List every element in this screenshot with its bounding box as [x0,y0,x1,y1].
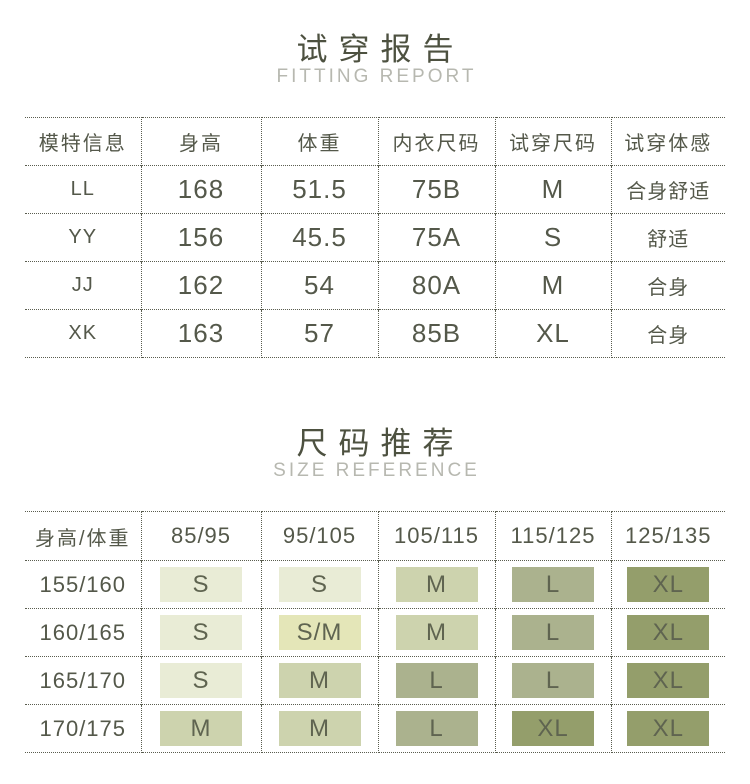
height-weight-label-cell: 165/170 [25,656,142,705]
fitting-report-cell: 合身 [611,261,725,310]
fitting-report-cell: XK [25,309,142,358]
size-chip: XL [627,711,710,746]
height-weight-label-cell: 160/165 [25,608,142,657]
fitting-report-table: 模特信息 身高 体重 内衣尺码 试穿尺码 试穿体感 LL 168 51.5 75B M 合身舒适 YY… [25,117,725,358]
size-chip: L [395,663,478,698]
fitting-report-cell: 57 [261,309,379,358]
fitting-report-cell: XL [495,309,612,358]
size-cell: M [261,656,379,705]
fitting-report-header-cell: 内衣尺码 [378,117,496,166]
fitting-report-cell: 75A [378,213,496,262]
size-cell: L [495,560,612,609]
size-chip: M [278,711,361,746]
size-chip: M [160,711,242,746]
fitting-report-header-cell: 试穿尺码 [495,117,612,166]
size-cell: XL [495,704,612,753]
size-chip: S [160,615,242,650]
fitting-report-cell: 45.5 [261,213,379,262]
fitting-report-cell: M [495,261,612,310]
size-reference-header-cell: 95/105 [261,511,379,561]
fitting-report-header-row: 模特信息 身高 体重 内衣尺码 试穿尺码 试穿体感 [25,117,725,166]
size-reference-header-row: 身高/体重 85/95 95/105 105/115 115/125 125/135 [25,511,725,561]
fitting-report-cell: LL [25,165,142,214]
size-chip: XL [627,615,710,650]
size-cell: M [261,704,379,753]
fitting-report-cell: 舒适 [611,213,725,262]
fitting-report-cell: 合身舒适 [611,165,725,214]
fitting-report-cell: 51.5 [261,165,379,214]
size-chip: M [395,567,478,602]
fitting-report-cell: 合身 [611,309,725,358]
fitting-report-cell: JJ [25,261,142,310]
size-reference-header-cell: 85/95 [141,511,262,561]
size-cell: XL [611,704,725,753]
fitting-report-cell: M [495,165,612,214]
size-reference-subtitle: SIZE REFERENCE [273,460,480,481]
size-reference-row: 160/165 S S/M M L XL [25,608,725,657]
fitting-report-cell: 54 [261,261,379,310]
fitting-report-header-cell: 模特信息 [25,117,142,166]
size-reference-header-cell: 125/135 [611,511,725,561]
fitting-report-row: XK 163 57 85B XL 合身 [25,309,725,358]
fitting-report-row: YY 156 45.5 75A S 舒适 [25,213,725,262]
fitting-report-header-cell: 试穿体感 [611,117,725,166]
size-chip: S/M [278,615,361,650]
size-chip: L [395,711,478,746]
size-cell: XL [611,560,725,609]
height-weight-label-cell: 155/160 [25,560,142,609]
size-cell: L [378,656,496,705]
fitting-report-title: 试穿报告 [296,32,465,67]
size-reference-header-cell: 105/115 [378,511,496,561]
size-reference-row: 155/160 S S M L XL [25,560,725,609]
size-chip: XL [512,711,594,746]
size-cell: S [141,608,262,657]
size-cell: S [141,560,262,609]
size-reference-title: 尺码推荐 [296,426,465,461]
fitting-report-cell: 80A [378,261,496,310]
size-chip: L [512,663,594,698]
size-chip: S [160,567,242,602]
size-reference-header-cell: 115/125 [495,511,612,561]
size-chip: XL [627,567,710,602]
fitting-report-subtitle: FITTING REPORT [276,66,477,87]
fitting-report-header-cell: 体重 [261,117,379,166]
size-cell: L [495,656,612,705]
size-cell: M [378,560,496,609]
size-cell: XL [611,608,725,657]
fitting-report-cell: 156 [141,213,262,262]
size-reference-table: 身高/体重 85/95 95/105 105/115 115/125 125/135 15… [25,511,725,753]
size-reference-row: 165/170 S M L L XL [25,656,725,705]
size-cell: L [495,608,612,657]
fitting-report-cell: 75B [378,165,496,214]
fitting-report-cell: 162 [141,261,262,310]
fitting-report-cell: 163 [141,309,262,358]
fitting-report-header-cell: 身高 [141,117,262,166]
size-reference-header-cell: 身高/体重 [25,511,142,561]
fitting-report-row: LL 168 51.5 75B M 合身舒适 [25,165,725,214]
size-cell: S/M [261,608,379,657]
size-chip: M [278,663,361,698]
fitting-report-cell: YY [25,213,142,262]
fitting-report-cell: 85B [378,309,496,358]
size-cell: M [378,608,496,657]
size-cell: M [141,704,262,753]
size-chip: XL [627,663,710,698]
fitting-report-row: JJ 162 54 80A M 合身 [25,261,725,310]
size-cell: L [378,704,496,753]
height-weight-label-cell: 170/175 [25,704,142,753]
fitting-report-cell: S [495,213,612,262]
size-chip: L [512,567,594,602]
size-chip: L [512,615,594,650]
size-cell: S [141,656,262,705]
size-reference-row: 170/175 M M L XL XL [25,704,725,753]
size-chip: M [395,615,478,650]
fitting-report-cell: 168 [141,165,262,214]
size-chip: S [160,663,242,698]
size-cell: XL [611,656,725,705]
size-cell: S [261,560,379,609]
size-chip: S [278,567,361,602]
